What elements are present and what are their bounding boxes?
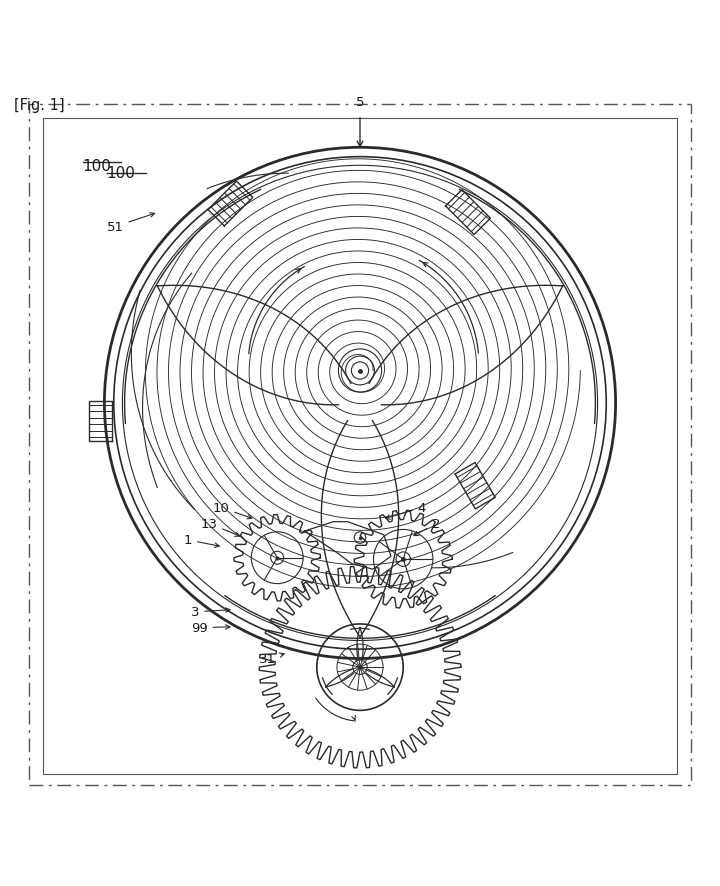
Text: 10: 10 xyxy=(212,501,252,519)
Text: 51: 51 xyxy=(107,214,155,234)
Text: 100: 100 xyxy=(107,166,135,181)
Text: 4: 4 xyxy=(385,501,426,519)
Text: 2: 2 xyxy=(414,517,441,536)
Text: 1: 1 xyxy=(184,533,220,548)
Text: 99: 99 xyxy=(191,621,230,634)
Text: 5: 5 xyxy=(356,96,364,109)
Text: 100: 100 xyxy=(83,159,112,174)
Text: 31: 31 xyxy=(259,652,284,665)
Text: [Fig. 1]: [Fig. 1] xyxy=(14,97,65,113)
Text: 13: 13 xyxy=(200,517,240,537)
Bar xyxy=(43,120,677,773)
Text: 3: 3 xyxy=(191,606,230,618)
